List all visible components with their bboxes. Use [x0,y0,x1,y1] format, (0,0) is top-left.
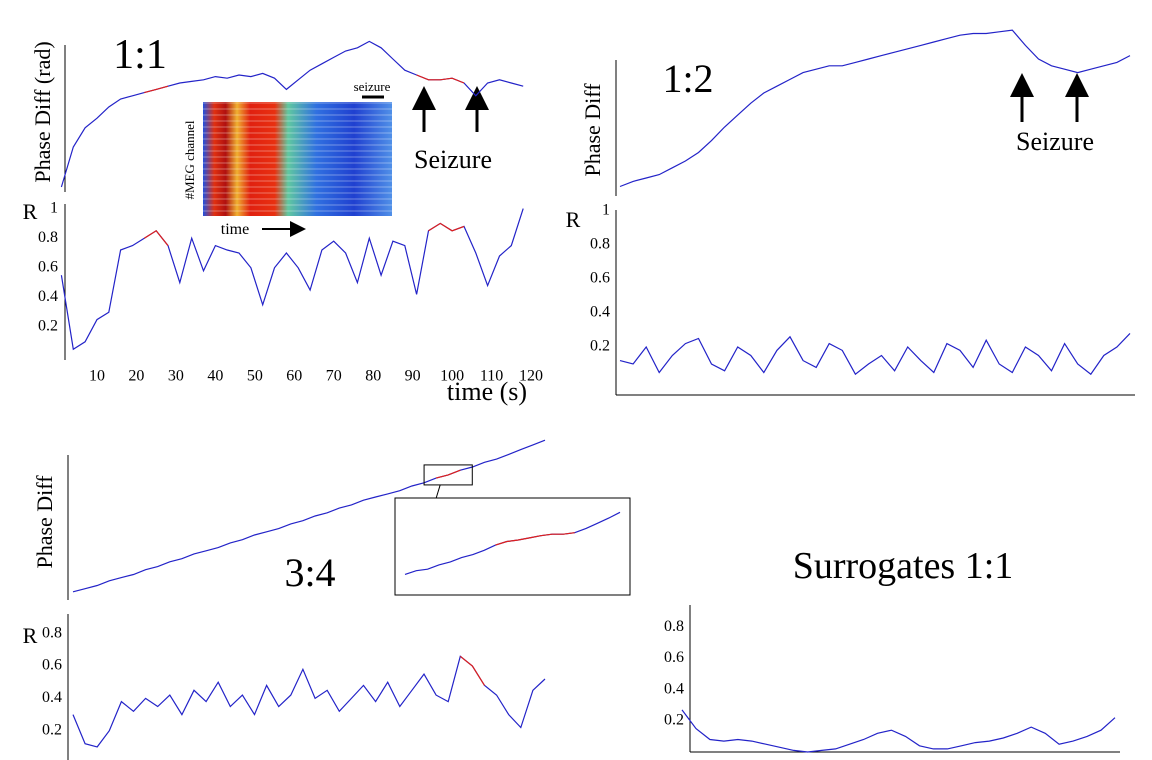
panel-title: 1:1 [113,32,167,78]
y-tick-label: 1 [50,199,58,216]
data-line [681,709,1116,753]
x-tick-label: 60 [286,368,302,385]
panel-title: 3:4 [284,550,335,595]
x-axis-label: time (s) [447,377,527,406]
x-tick-label: 20 [128,368,144,385]
x-tick-label: 110 [480,368,503,385]
x-tick-label: 100 [440,368,464,385]
y-axis-label: R [23,623,38,648]
inset-x-label: time [221,221,249,238]
y-tick-label: 0.2 [590,338,610,355]
data-line [495,532,575,546]
y-tick-label: 0.8 [590,236,610,253]
y-axis-label: R [23,199,38,224]
y-tick-label: 0.6 [664,649,684,666]
data-line [144,74,465,94]
heatmap-inset [203,102,392,216]
inset-annotation: seizure [354,79,391,94]
y-tick-label: 0.2 [38,318,58,335]
zoom-inset-frame [394,497,631,596]
data-line [72,439,546,593]
zoom-connector [435,484,441,499]
y-tick-label: 0.6 [42,657,62,674]
x-tick-label: 10 [89,368,105,385]
x-tick-label: 70 [326,368,342,385]
inset-y-label: #MEG channel [182,120,197,199]
y-axis-label: R [566,207,581,232]
data-line [143,222,465,246]
y-tick-label: 0.2 [664,711,684,728]
data-line [435,469,461,479]
x-tick-label: 120 [519,368,543,385]
data-line [619,332,1131,376]
annotation: Seizure [414,145,492,174]
x-tick-label: 40 [207,368,223,385]
data-line [619,29,1131,188]
y-axis-label: Phase Diff [580,83,605,177]
y-tick-label: 0.4 [38,288,58,305]
y-tick-label: 0.4 [42,689,62,706]
y-tick-label: 0.6 [38,258,58,275]
annotation: Seizure [1016,127,1094,156]
y-axis-label: Phase Diff (rad) [30,41,55,182]
y-tick-label: 0.2 [42,721,62,738]
y-tick-label: 0.8 [38,229,58,246]
x-tick-label: 30 [168,368,184,385]
zoom-box [423,464,473,486]
y-tick-label: 0.4 [664,680,684,697]
panel-title: Surrogates 1:1 [793,545,1014,587]
panel-title: 1:2 [662,56,713,101]
y-tick-label: 0.8 [42,624,62,641]
x-tick-label: 90 [405,368,421,385]
y-axis-label: Phase Diff [32,475,57,569]
y-tick-label: 0.6 [590,270,610,287]
data-line [404,511,621,575]
x-tick-label: 80 [365,368,381,385]
y-tick-label: 0.4 [590,304,610,321]
y-tick-label: 1 [602,202,610,219]
data-line [459,655,486,686]
x-tick-label: 50 [247,368,263,385]
y-tick-label: 0.8 [664,618,684,635]
